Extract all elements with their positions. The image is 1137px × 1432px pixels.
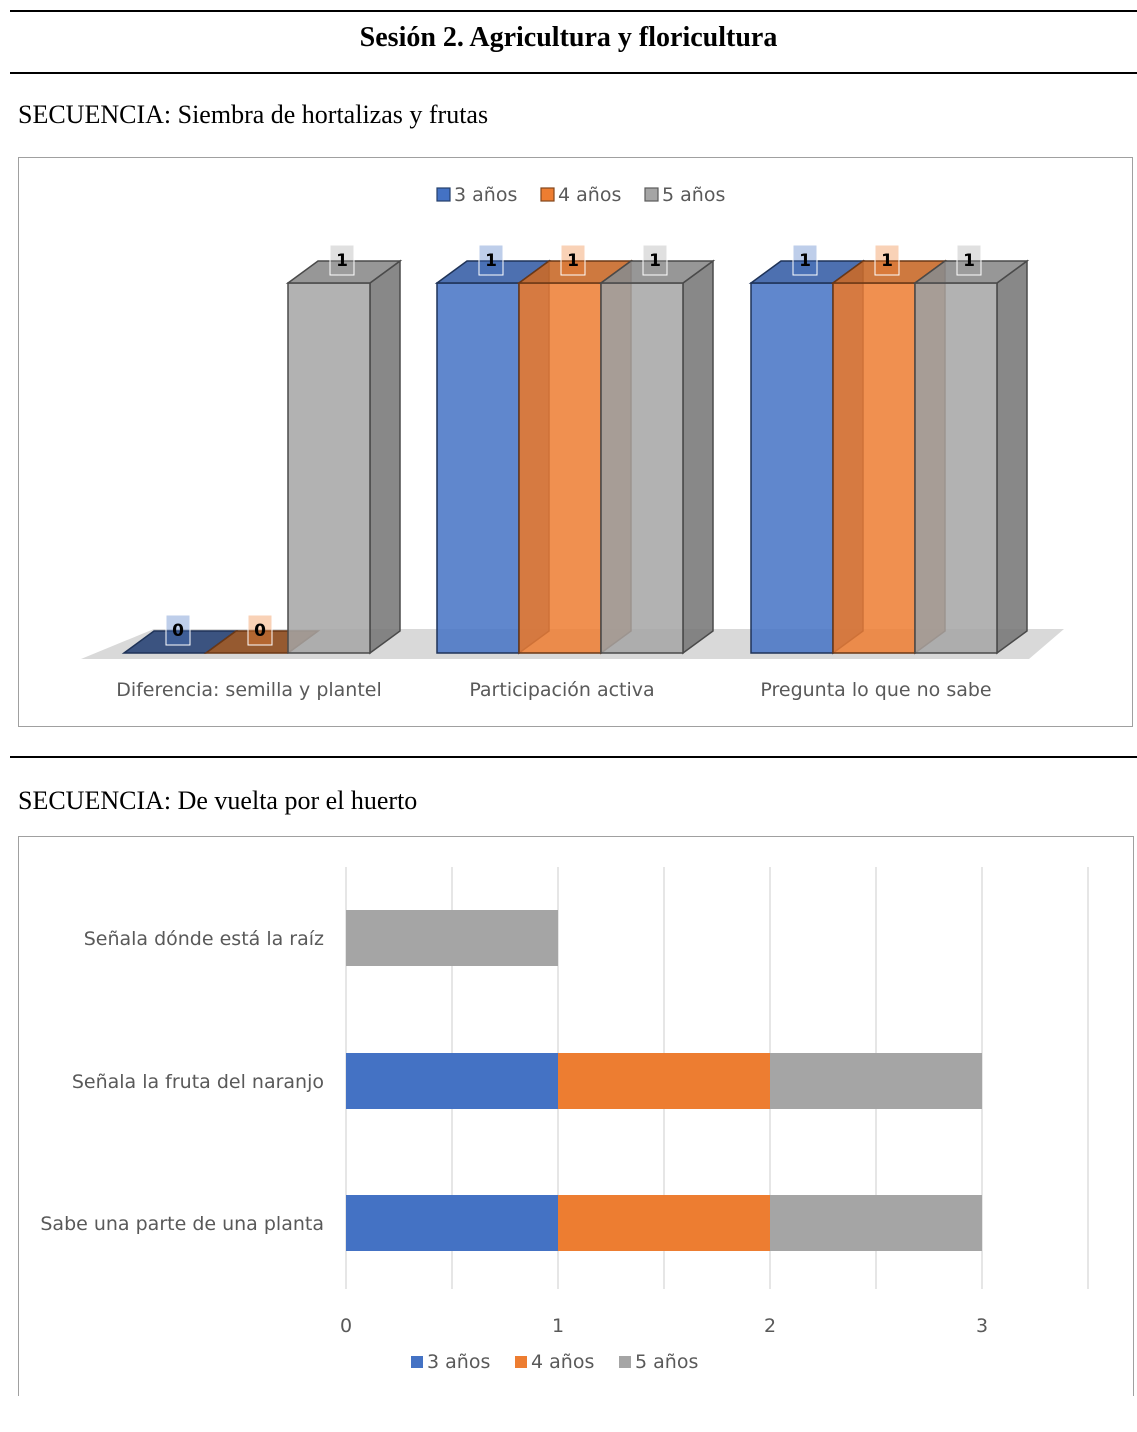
chart-2-tick-label: 3 (976, 1315, 988, 1337)
chart-1-data-label: 1 (649, 251, 661, 271)
section-1-label: SECUENCIA: Siembra de hortalizas y fruta… (18, 100, 489, 129)
chart-1-data-label-box (329, 244, 355, 276)
chart-1-data-label: 1 (881, 251, 893, 271)
chart-2-category-label: Señala dónde está la raíz (84, 928, 324, 950)
chart-1-legend-swatch (540, 187, 555, 202)
chart-2-bar-segment (558, 1053, 770, 1109)
chart-2-bar-segment (770, 1053, 982, 1109)
chart-1-data-label-box (874, 244, 900, 276)
chart-1-legend-swatch (436, 187, 451, 202)
chart-2-bar-segment (770, 1195, 982, 1251)
chart-1-legend-label: 4 años (558, 184, 621, 206)
chart-1-data-label-box (247, 614, 273, 646)
chart-2-legend-swatch (411, 1356, 423, 1368)
chart-1-bar (912, 259, 1030, 655)
chart-1-category-label: Participación activa (469, 679, 654, 701)
chart-1-category-label: Pregunta lo que no sabe (760, 679, 991, 701)
page-title: Sesión 2. Agricultura y floricultura (359, 22, 778, 53)
chart-2-stacked-bars: 0 1 2 3 Señala dónde está la raíz Señala la f… (40, 867, 1089, 1373)
chart-2-bar-segment (558, 1195, 770, 1251)
chart-2-bar-segment (346, 1053, 558, 1109)
chart-1-category-label: Diferencia: semilla y plantel (116, 679, 382, 701)
top-rule (10, 10, 1137, 12)
chart-2-category-label: Sabe una parte de una planta (40, 1213, 324, 1235)
chart-2-legend-swatch (515, 1356, 527, 1368)
chart-2-tick-label: 0 (340, 1315, 352, 1337)
chart-1-legend-label: 5 años (662, 184, 725, 206)
chart-1-data-label-box (165, 614, 191, 646)
chart-1-data-label-box (560, 244, 586, 276)
chart-1-data-label: 1 (567, 251, 579, 271)
chart-1-bar (598, 259, 716, 655)
chart-1-data-label-box (792, 244, 818, 276)
chart-1-data-label: 1 (485, 251, 497, 271)
chart-1-legend-label: 3 años (454, 184, 517, 206)
chart-2-category-label: Señala la fruta del naranjo (72, 1071, 324, 1093)
chart-1-data-label: 0 (172, 621, 184, 641)
chart-2-bar-segment (346, 1195, 558, 1251)
chart-1-bar (285, 259, 403, 655)
chart-2-legend-swatch (619, 1356, 631, 1368)
chart-1-data-label: 1 (963, 251, 975, 271)
chart-1-3d-columns: 3 años 4 años 5 años 0 0 1 Diferencia: semilla… (81, 184, 1064, 701)
chart-1-data-label: 1 (336, 251, 348, 271)
chart-1-data-label: 0 (254, 621, 266, 641)
chart-1-data-label-box (956, 244, 982, 276)
chart-1-legend: 3 años 4 años 5 años (436, 184, 725, 206)
chart-2-legend-label: 3 años (427, 1351, 490, 1373)
chart-1-data-label: 1 (799, 251, 811, 271)
chart-2-tick-label: 2 (764, 1315, 776, 1337)
section-rule (10, 756, 1137, 758)
chart-2-tick-label: 1 (552, 1315, 564, 1337)
chart-2-legend-label: 5 años (635, 1351, 698, 1373)
chart-1-data-label-box (478, 244, 504, 276)
section-2-label: SECUENCIA: De vuelta por el huerto (18, 786, 418, 815)
chart-1-legend-swatch (644, 187, 659, 202)
title-rule (10, 72, 1137, 74)
chart-2-frame: 0 1 2 3 Señala dónde está la raíz Señala la f… (18, 836, 1134, 1396)
chart-2-bar-segment (346, 910, 558, 966)
chart-2-legend-label: 4 años (531, 1351, 594, 1373)
chart-1-data-label-box (642, 244, 668, 276)
chart-1-frame: 3 años 4 años 5 años 0 0 1 Diferencia: semilla… (18, 157, 1133, 727)
